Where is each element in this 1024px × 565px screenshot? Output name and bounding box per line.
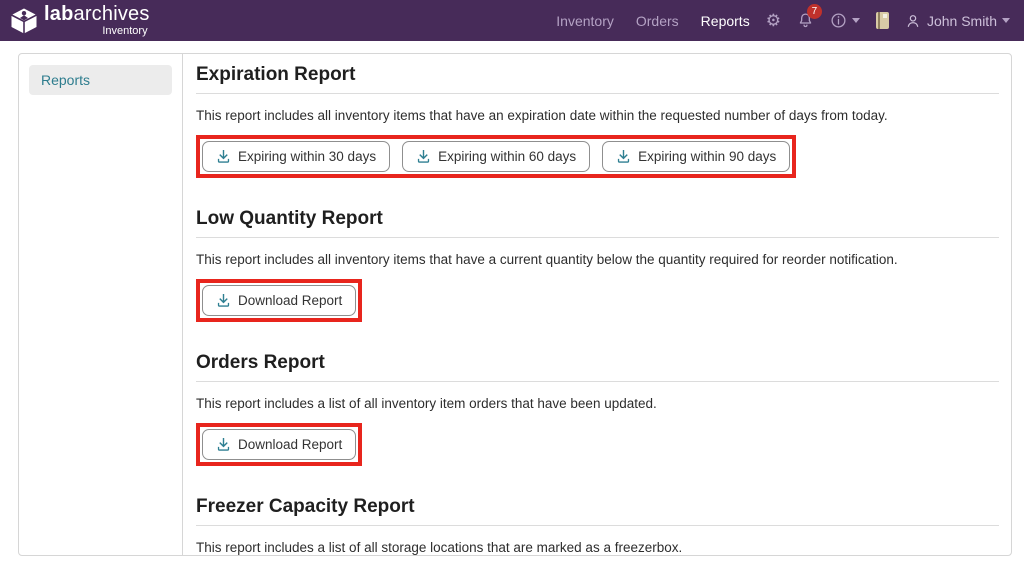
chevron-down-icon xyxy=(1002,18,1010,23)
reports-content: Expiration Report This report includes a… xyxy=(183,54,1011,555)
person-icon xyxy=(907,14,919,27)
brand-subtitle: Inventory xyxy=(102,25,148,37)
orders-download-button[interactable]: Download Report xyxy=(202,429,357,460)
download-icon xyxy=(217,437,230,451)
nav-link-reports[interactable]: Reports xyxy=(700,12,750,29)
download-icon xyxy=(217,293,230,307)
annotation-box: Expiring within 30 days Expiring within … xyxy=(196,135,797,178)
section-title: Orders Report xyxy=(196,352,999,382)
brand-word-light: archives xyxy=(73,3,150,25)
button-label: Expiring within 30 days xyxy=(238,149,377,164)
annotation-box: Download Report xyxy=(196,279,363,322)
expiring-90-days-button[interactable]: Expiring within 90 days xyxy=(602,141,791,172)
brand-word-bold: lab xyxy=(44,3,74,25)
chevron-down-icon xyxy=(851,18,860,23)
settings-button[interactable]: ⚙ xyxy=(766,12,781,29)
section-expiration-report: Expiration Report This report includes a… xyxy=(196,64,999,178)
section-low-quantity-report: Low Quantity Report This report includes… xyxy=(196,208,999,322)
notebook-button[interactable] xyxy=(875,12,889,29)
section-title: Low Quantity Report xyxy=(196,208,999,238)
info-circle-icon xyxy=(831,13,846,28)
low-quantity-download-button[interactable]: Download Report xyxy=(202,285,357,316)
brand-wordmark: labarchives Inventory xyxy=(44,4,150,37)
button-label: Expiring within 60 days xyxy=(438,149,577,164)
button-label: Download Report xyxy=(238,437,343,452)
section-title: Expiration Report xyxy=(196,64,999,94)
notification-count-badge: 7 xyxy=(806,4,822,19)
sidebar-item-reports[interactable]: Reports xyxy=(29,65,172,95)
cube-logo-icon xyxy=(11,8,37,33)
nav-link-inventory[interactable]: Inventory xyxy=(556,12,614,29)
sidebar: Reports xyxy=(19,54,183,555)
section-description: This report includes all inventory items… xyxy=(196,108,888,123)
user-name: John Smith xyxy=(926,12,997,29)
notebook-icon xyxy=(875,12,889,29)
section-freezer-capacity-report: Freezer Capacity Report This report incl… xyxy=(196,496,999,555)
button-label: Download Report xyxy=(238,293,343,308)
user-menu-button[interactable]: John Smith xyxy=(905,13,1010,29)
download-icon xyxy=(217,149,230,163)
nav-link-orders[interactable]: Orders xyxy=(635,12,679,29)
navbar-menu: Inventory Orders Reports ⚙ 7 xyxy=(534,4,1010,29)
button-label: Expiring within 90 days xyxy=(638,149,777,164)
annotation-box: Download Report xyxy=(196,423,363,466)
top-navbar: labarchives Inventory Inventory Orders R… xyxy=(0,0,1024,41)
notifications-button[interactable]: 7 xyxy=(797,4,822,29)
download-icon xyxy=(618,149,630,163)
help-menu-button[interactable] xyxy=(830,12,860,29)
download-icon xyxy=(417,149,430,163)
section-orders-report: Orders Report This report includes a lis… xyxy=(196,352,999,466)
brand: labarchives Inventory xyxy=(10,4,150,37)
section-description: This report includes all inventory items… xyxy=(196,252,898,267)
section-description: This report includes a list of all stora… xyxy=(196,540,683,555)
expiring-30-days-button[interactable]: Expiring within 30 days xyxy=(202,141,391,172)
gear-icon: ⚙ xyxy=(765,11,781,30)
section-description: This report includes a list of all inven… xyxy=(196,396,657,411)
section-title: Freezer Capacity Report xyxy=(196,496,999,526)
expiring-60-days-button[interactable]: Expiring within 60 days xyxy=(402,141,591,172)
main-panel: Reports Expiration Report This report in… xyxy=(18,53,1012,556)
